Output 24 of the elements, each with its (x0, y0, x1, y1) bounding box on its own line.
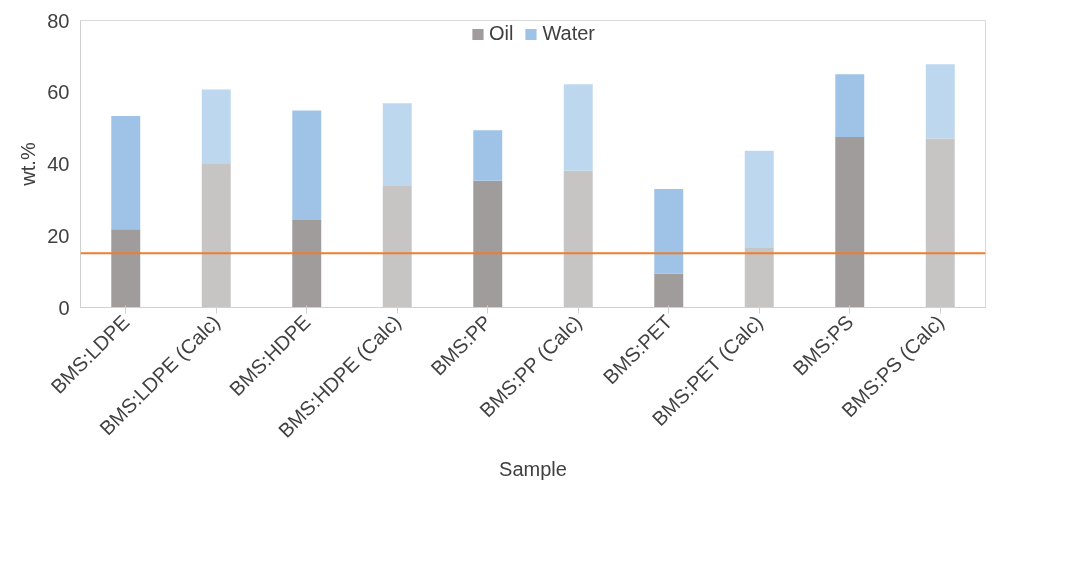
bar (563, 84, 593, 171)
bar (111, 229, 141, 308)
y-tick-label: 80 (47, 9, 70, 32)
bar (925, 64, 955, 139)
bar (292, 219, 322, 308)
bar (835, 137, 865, 308)
bar (111, 115, 141, 230)
bar (382, 103, 412, 186)
y-tick-label: 60 (47, 81, 70, 104)
bar (201, 89, 231, 164)
x-axis-title: Sample (499, 457, 567, 480)
bar (473, 130, 503, 181)
bar (654, 273, 684, 308)
bar (654, 189, 684, 274)
legend-label: Water (542, 22, 596, 45)
legend-label: Oil (488, 22, 514, 45)
y-tick-label: 20 (47, 224, 70, 247)
y-tick-label: 40 (47, 153, 70, 175)
y-tick-label: 0 (58, 296, 70, 319)
bar (292, 110, 322, 220)
bar (744, 150, 774, 248)
bar (473, 180, 503, 308)
y-axis-title: wt.% (17, 142, 40, 187)
bar (835, 74, 865, 138)
